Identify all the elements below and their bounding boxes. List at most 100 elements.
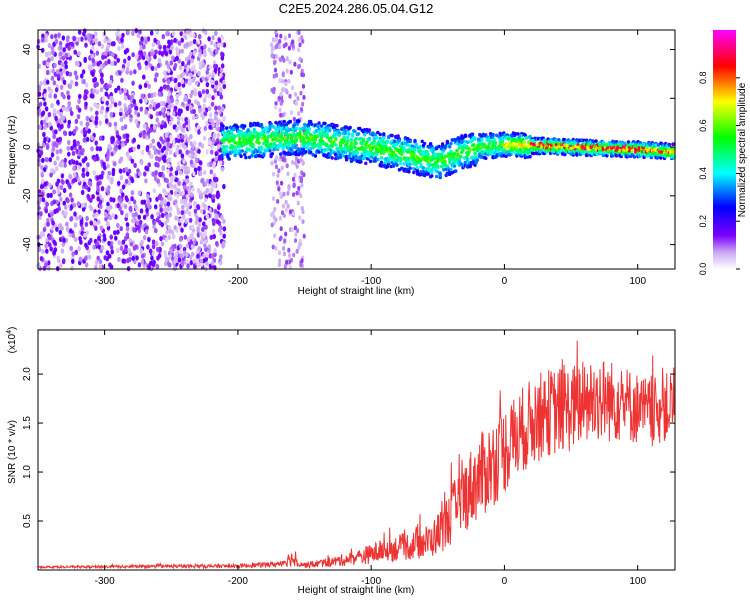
spectrogram-cell bbox=[282, 119, 286, 124]
spectrogram-cell bbox=[214, 80, 219, 86]
spectrogram-cell bbox=[175, 187, 179, 193]
spectrogram-cell bbox=[156, 211, 160, 217]
spectrogram-cell bbox=[217, 204, 221, 211]
spectrogram-cell bbox=[194, 157, 199, 163]
spectrogram-cell bbox=[275, 180, 279, 186]
spectrogram-cell bbox=[161, 34, 166, 40]
spectrogram-cell bbox=[43, 181, 48, 187]
spectrogram-cell bbox=[185, 252, 189, 258]
spectrogram-cell bbox=[94, 225, 98, 231]
spectrogram-cell bbox=[187, 55, 191, 60]
spectrogram-cell bbox=[283, 264, 287, 269]
spectrogram-cell bbox=[220, 106, 225, 112]
spectrogram-cell bbox=[197, 70, 201, 77]
colorbar-label: Normalized spectral amplitude bbox=[737, 82, 748, 217]
spectrogram-cell bbox=[214, 156, 218, 162]
spectrogram-cell bbox=[93, 156, 97, 162]
spectrogram-cell bbox=[51, 220, 55, 226]
spectrogram-cell bbox=[284, 231, 288, 237]
spectrogram-cell bbox=[407, 156, 411, 161]
spectrogram-cell bbox=[288, 209, 292, 215]
spectrogram-cell bbox=[281, 203, 285, 209]
spectrogram-cell bbox=[144, 178, 148, 184]
spectrogram-cell bbox=[193, 208, 198, 214]
spectrogram-cell bbox=[71, 178, 76, 184]
spectrogram-cell bbox=[56, 122, 61, 128]
spectrogram-cell bbox=[193, 87, 197, 93]
spectrogram-cell bbox=[202, 103, 206, 109]
spectrogram-cell bbox=[175, 126, 179, 132]
spectrogram-cell bbox=[137, 190, 142, 196]
spectrogram-cell bbox=[282, 191, 286, 197]
spectrogram-cell bbox=[189, 51, 193, 57]
spectrogram-cell bbox=[77, 107, 82, 113]
spectrogram-cell bbox=[317, 121, 321, 125]
spectrogram-cell bbox=[181, 61, 185, 67]
spectrogram-cell bbox=[162, 188, 166, 194]
snr-y-tick-label: 1.5 bbox=[22, 416, 33, 430]
spectrogram-cell bbox=[41, 157, 45, 163]
spectrogram-cell bbox=[43, 124, 47, 130]
spectrogram-cell bbox=[166, 137, 171, 143]
spectrogram-cell bbox=[216, 194, 220, 200]
spectrogram-cell bbox=[362, 133, 367, 137]
spectrogram-cell bbox=[222, 79, 226, 85]
spectrogram-cell bbox=[111, 197, 116, 203]
spectrogram-cell bbox=[94, 119, 98, 125]
spectrogram-cell bbox=[190, 192, 194, 198]
spectrogram-cell bbox=[341, 131, 345, 136]
spectrogram-cell bbox=[52, 189, 56, 195]
spectrogram-cell bbox=[107, 240, 111, 246]
spectrogram-cell bbox=[213, 265, 217, 271]
spectrogram-cell bbox=[136, 225, 140, 231]
spectrogram-cell bbox=[185, 105, 190, 111]
spectrogram-cell bbox=[270, 222, 274, 228]
spectrogram-cell bbox=[208, 65, 212, 70]
spectrogram-cell bbox=[139, 248, 144, 254]
spectrogram-cell bbox=[390, 154, 394, 158]
spectrogram-cell bbox=[124, 178, 129, 184]
spectrogram-cell bbox=[299, 193, 303, 199]
spectrogram-cell bbox=[259, 145, 264, 149]
spectrogram-cell bbox=[62, 200, 66, 206]
spectrogram-cell bbox=[155, 111, 160, 117]
spectrogram-cell bbox=[105, 83, 109, 89]
spectrogram-cell bbox=[217, 105, 221, 111]
spectrogram-cell bbox=[208, 124, 212, 130]
spectrogram-cell bbox=[221, 124, 225, 128]
spectrogram-cell bbox=[167, 39, 171, 45]
spectrogram-cell bbox=[47, 121, 52, 127]
spectrogram-cell bbox=[390, 133, 394, 138]
spectrogram-cell bbox=[96, 187, 100, 193]
spectrogram-cell bbox=[177, 111, 182, 117]
spectrogram-cell bbox=[63, 204, 68, 210]
spectrogram-cell bbox=[192, 258, 196, 264]
spectrogram-cell bbox=[281, 146, 285, 150]
spectrogram-cell bbox=[299, 157, 303, 163]
spectrogram-y-tick-label: 20 bbox=[22, 92, 33, 104]
spectrogram-cell bbox=[58, 263, 63, 269]
spectrogram-cell bbox=[277, 168, 281, 174]
spectrogram-cell bbox=[42, 119, 47, 125]
spectrogram-cell bbox=[62, 237, 66, 243]
spectrogram-cell bbox=[125, 133, 130, 139]
spectrogram-cell bbox=[69, 204, 74, 210]
spectrogram-cell bbox=[36, 38, 41, 45]
spectrogram-cell bbox=[225, 145, 229, 149]
spectrogram-cell bbox=[201, 59, 205, 65]
spectrogram-cell bbox=[335, 123, 339, 128]
spectrogram-cell bbox=[113, 121, 118, 127]
spectrogram-cell bbox=[220, 63, 225, 69]
spectrogram-cell bbox=[179, 253, 183, 259]
spectrogram-cell bbox=[159, 236, 163, 242]
spectrogram-cell bbox=[207, 93, 212, 99]
spectrogram-cell bbox=[288, 119, 292, 124]
spectrogram-cell bbox=[38, 124, 42, 130]
spectrogram-cell bbox=[104, 91, 109, 97]
spectrogram-cell bbox=[188, 211, 192, 217]
spectrogram-cell bbox=[178, 90, 182, 96]
spectrogram-cell bbox=[268, 149, 272, 153]
spectrogram-cell bbox=[204, 224, 208, 230]
spectrogram-cell bbox=[408, 166, 412, 171]
spectrogram-cell bbox=[121, 258, 125, 264]
